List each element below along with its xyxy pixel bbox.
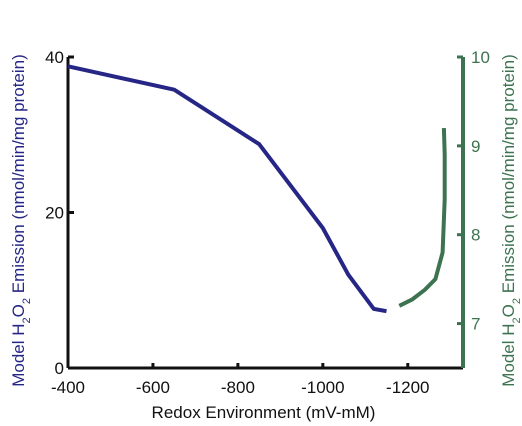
y-axis-right-title: Model H2O2 Emission (nmol/min/mg protein… [499, 54, 522, 387]
labels: Redox Environment (mV-mM) Model H2O2 Emi… [9, 48, 522, 422]
y-right-tick-label: 7 [471, 315, 480, 334]
x-tick-label: -600 [136, 378, 170, 397]
y-title-part: 2 [511, 317, 522, 323]
series-line-right [398, 128, 447, 308]
y-title-part: 2 [21, 317, 33, 323]
x-tick-label: -1200 [386, 378, 429, 397]
y-left-tick-label: 20 [45, 204, 64, 223]
series-line-left [67, 64, 387, 314]
x-tick-label: -400 [51, 378, 85, 397]
y-right-tick-label: 8 [471, 226, 480, 245]
y-title-part: Emission (nmol/min/mg protein) [499, 54, 518, 298]
y-axis-left-title: Model H2O2 Emission (nmol/min/mg protein… [9, 54, 33, 387]
x-tick-label: -1000 [301, 378, 344, 397]
y-right-tick-label: 10 [471, 48, 490, 67]
x-tick-label: -800 [221, 378, 255, 397]
y-left-tick-label: 40 [45, 48, 64, 67]
axes [66, 55, 465, 370]
y-title-part: O [499, 304, 518, 317]
y-title-part: Emission (nmol/min/mg protein) [9, 54, 28, 298]
y-right-tick-label: 9 [471, 137, 480, 156]
y-title-part: O [9, 304, 28, 317]
series [67, 64, 447, 314]
y-left-tick-label: 0 [55, 359, 64, 378]
y-title-part: 2 [21, 298, 33, 304]
x-axis-title: Redox Environment (mV-mM) [152, 403, 376, 422]
y-title-part: Model H [9, 323, 28, 386]
y-title-part: Model H [499, 323, 518, 386]
y-title-part: 2 [511, 298, 522, 304]
